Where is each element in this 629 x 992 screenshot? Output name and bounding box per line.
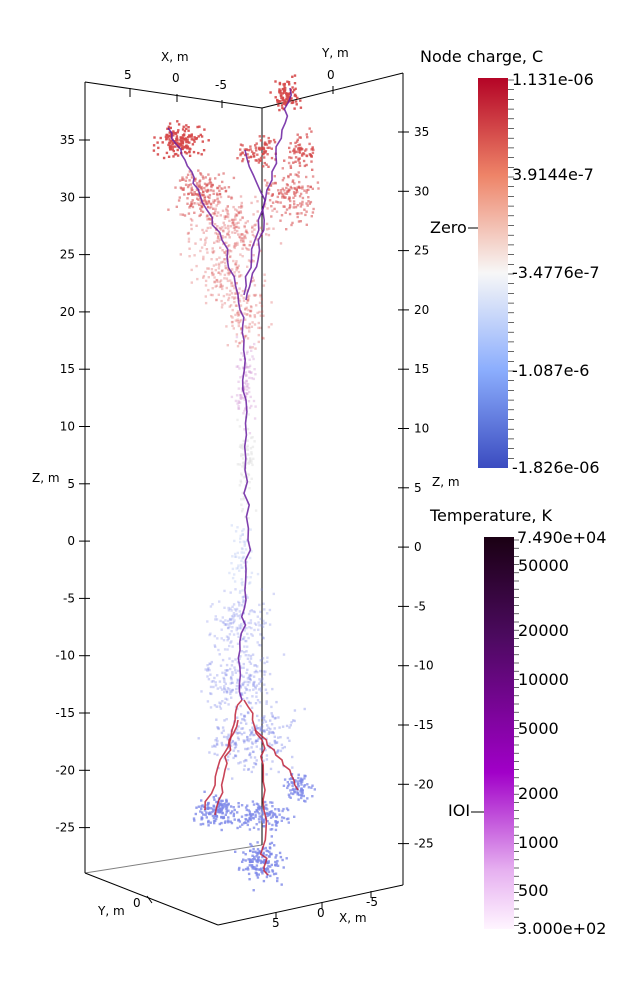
x-axis-label-bottom: X, m <box>339 911 367 925</box>
z-tick-right: 5 <box>414 481 422 495</box>
z-axis-ticks-left: 35 30 25 20 15 10 5 0 -5 -10 -15 -20 -25 <box>55 133 90 835</box>
charge-label-4: -1.087e-6 <box>512 361 589 380</box>
z-tick-left: 20 <box>60 305 75 319</box>
z-tick-right: -5 <box>414 599 426 613</box>
temp-label-500: 500 <box>518 881 549 900</box>
temperature-colorbar-gradient <box>484 537 514 929</box>
charge-colorbar-title: Node charge, C <box>420 47 543 66</box>
x-tick-top-neg5: -5 <box>215 78 227 92</box>
temp-label-min: 3.000e+02 <box>517 919 606 938</box>
z-axis-ticks-right: 35 30 25 20 15 10 5 0 -5 -10 -15 -20 -25 <box>398 125 434 851</box>
y-tick-top-0: 0 <box>327 68 335 82</box>
z-tick-right: 25 <box>414 244 429 258</box>
z-tick-right: 0 <box>414 540 422 554</box>
x-tick-bottom-neg5: -5 <box>366 895 378 909</box>
charge-label-3: -3.4776e-7 <box>512 263 600 282</box>
z-tick-right: -20 <box>414 777 434 791</box>
charge-label-2: 3.9144e-7 <box>512 165 594 184</box>
z-tick-right: 20 <box>414 303 429 317</box>
z-axis-label-left: Z, m <box>32 471 60 485</box>
z-tick-left: 15 <box>60 362 75 376</box>
z-tick-right: 35 <box>414 125 429 139</box>
x-tick-bottom-0: 0 <box>317 906 325 920</box>
temp-label-10000: 10000 <box>518 670 569 689</box>
temp-annotation-ioi: IOI <box>448 801 470 820</box>
temp-label-5000: 5000 <box>518 719 559 738</box>
charge-label-min: -1.826e-06 <box>512 458 600 477</box>
z-tick-left: 0 <box>67 534 75 548</box>
z-tick-left: -5 <box>63 591 75 605</box>
charge-point-cloud <box>152 74 320 892</box>
z-tick-right: 15 <box>414 362 429 376</box>
temperature-colorbar: Temperature, K 7.490e+04 50000 20000 100… <box>429 506 606 938</box>
x-tick-bottom-5: 5 <box>272 916 280 930</box>
z-tick-right: 10 <box>414 422 429 436</box>
z-tick-right: -25 <box>414 837 434 851</box>
lightning-channels <box>167 87 299 876</box>
z-tick-left: -10 <box>55 649 75 663</box>
bounding-box <box>84 72 404 926</box>
z-tick-right: -15 <box>414 718 434 732</box>
z-tick-left: 35 <box>60 133 75 147</box>
y-tick-bottom-0: 0 <box>133 896 141 910</box>
z-tick-right: 30 <box>414 184 429 198</box>
temp-label-50000: 50000 <box>518 556 569 575</box>
charge-label-max: 1.131e-06 <box>512 70 594 89</box>
z-tick-left: 10 <box>60 420 75 434</box>
z-axis-label-right: Z, m <box>432 475 460 489</box>
z-tick-left: -25 <box>55 821 75 835</box>
x-tick-top-0: 0 <box>172 71 180 85</box>
z-tick-left: 25 <box>60 248 75 262</box>
temp-label-max: 7.490e+04 <box>517 528 606 547</box>
temp-label-2000: 2000 <box>518 784 559 803</box>
z-tick-left: -20 <box>55 763 75 777</box>
charge-annotation-zero: Zero <box>430 218 467 237</box>
z-tick-left: 30 <box>60 190 75 204</box>
x-axis-label-top: X, m <box>161 50 189 64</box>
y-axis-label-bottom: Y, m <box>97 904 125 918</box>
temp-label-1000: 1000 <box>518 833 559 852</box>
temperature-colorbar-title: Temperature, K <box>429 506 553 525</box>
y-axis-label-top: Y, m <box>321 46 349 60</box>
z-tick-left: -15 <box>55 706 75 720</box>
charge-colorbar: Node charge, C 1.131e-06 3.9144e-7 -3.47… <box>420 47 600 477</box>
z-tick-right: -10 <box>414 659 434 673</box>
x-tick-top-5: 5 <box>124 68 132 82</box>
z-tick-left: 5 <box>67 477 75 491</box>
charge-colorbar-gradient <box>478 78 508 468</box>
temp-label-20000: 20000 <box>518 621 569 640</box>
